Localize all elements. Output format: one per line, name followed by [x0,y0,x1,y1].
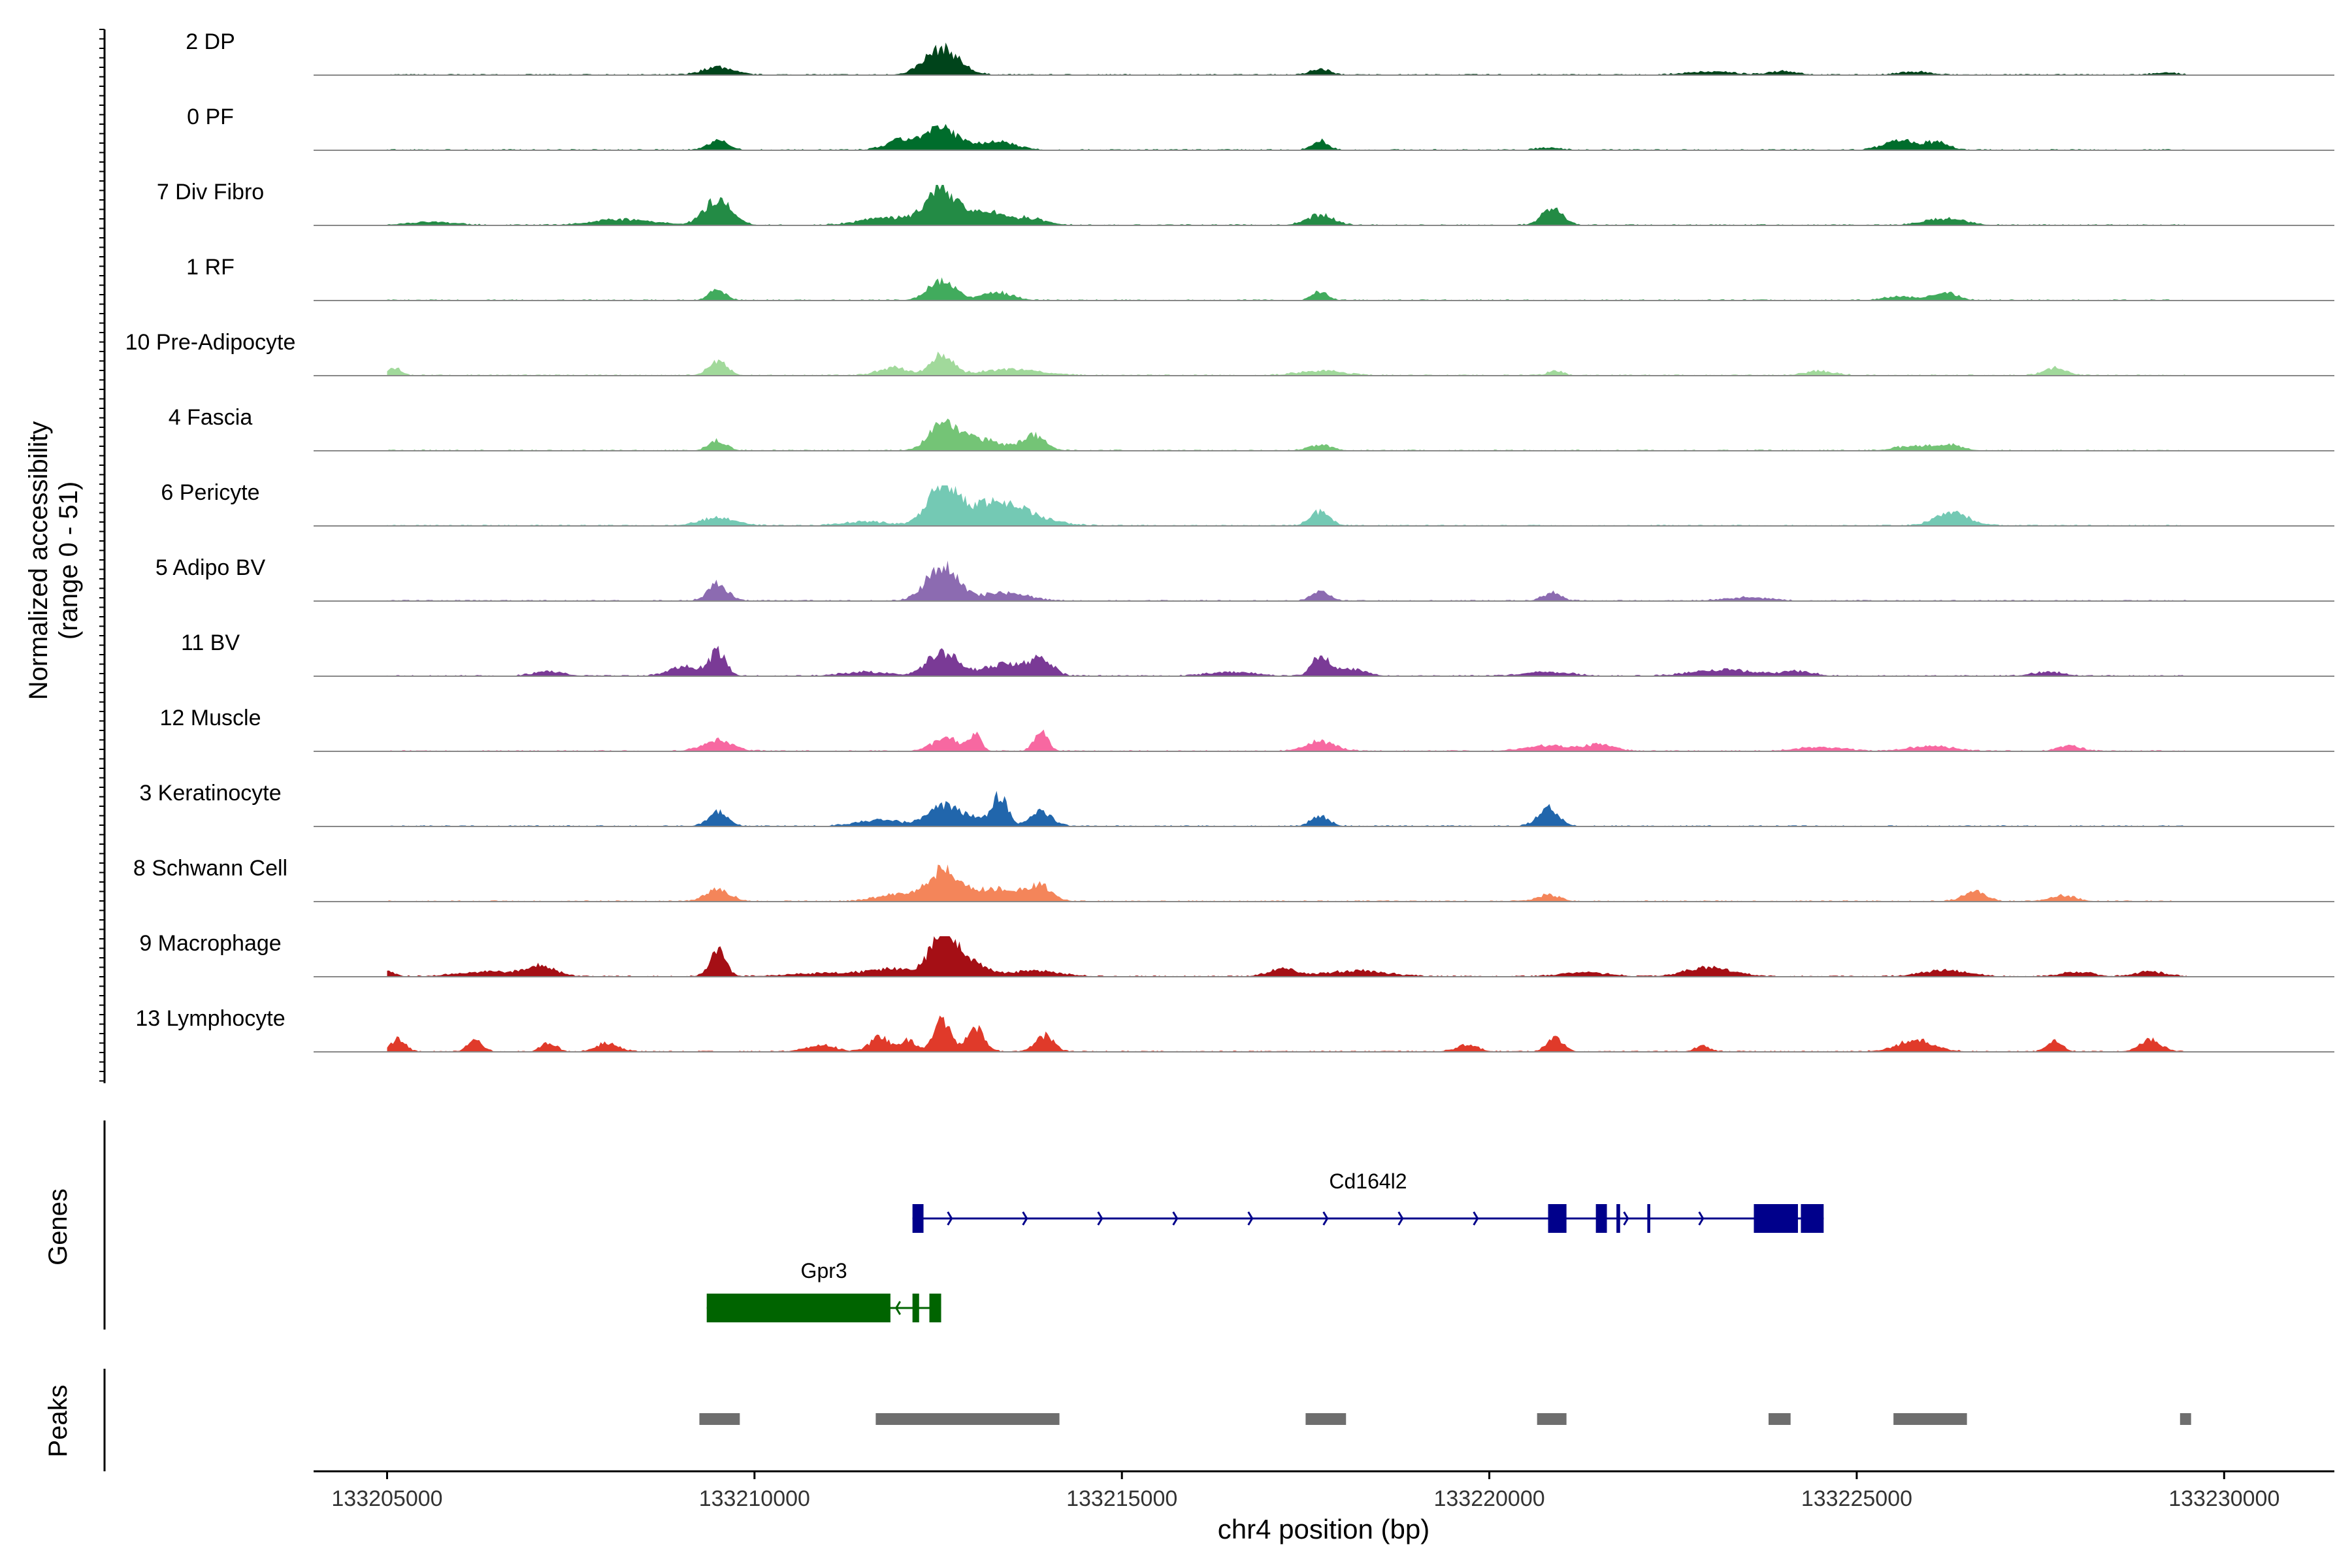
peak-regions-panel [699,1413,2191,1425]
strand-chevron [1473,1211,1479,1226]
gene-exon [1647,1204,1650,1233]
track-area [387,123,2188,150]
x-tick-label: 133220000 [1433,1486,1544,1511]
gene-name: Cd164l2 [1329,1169,1407,1193]
track-label: 13 Lymphocyte [135,1006,285,1031]
track-area [387,42,2188,75]
strand-chevron [1623,1211,1629,1226]
strand-chevron [1247,1211,1254,1226]
strand-chevron [894,1301,902,1315]
gene-exon [1548,1204,1567,1233]
track-area [387,561,2188,601]
x-tick-label: 133225000 [1801,1486,1912,1511]
strand-chevron [1698,1211,1705,1226]
strand-chevron [1022,1211,1028,1226]
strand-chevron [1322,1211,1329,1226]
gene-cd164l2: Cd164l2 [912,1169,1824,1233]
track-label: 3 Keratinocyte [139,781,281,806]
gene-gpr3: Gpr3 [706,1259,941,1322]
gene-exon [929,1294,941,1322]
track-label: 6 Pericyte [161,480,259,505]
strand-chevron [1097,1211,1103,1226]
peak-region [1537,1413,1567,1425]
peak-region [2180,1413,2191,1425]
track-area [387,351,2188,376]
track-label: 9 Macrophage [139,931,281,956]
gene-exon [912,1294,919,1322]
track-11: 3 Keratinocyte [139,781,2334,827]
track-13: 9 Macrophage [139,931,2334,977]
track-area [387,185,2188,225]
peak-region [1305,1413,1347,1425]
track-label: 2 DP [186,29,235,54]
track-2: 0 PF [187,105,2334,151]
track-3: 7 Div Fibro [157,180,2334,226]
track-8: 5 Adipo BV [155,555,2334,602]
track-1: 2 DP [186,29,2334,76]
track-14: 13 Lymphocyte [135,1006,2334,1053]
track-label: 11 BV [181,630,240,655]
track-9: 11 BV [181,630,2334,677]
track-label: 0 PF [187,105,234,129]
track-label: 7 Div Fibro [157,180,264,204]
strand-chevron [947,1211,953,1226]
gene-exon [1595,1204,1607,1233]
x-tick-label: 133210000 [699,1486,810,1511]
x-tick-label: 133205000 [331,1486,442,1511]
peak-region [699,1413,740,1425]
x-axis-label: chr4 position (bp) [1218,1514,1430,1544]
gene-exon [1801,1204,1824,1233]
x-tick-label: 133230000 [2168,1486,2279,1511]
gene-exon [912,1204,924,1233]
gene-exon [1616,1204,1620,1233]
track-area [387,936,2188,977]
track-area [387,277,2188,301]
gene-annotation-panel: Cd164l2 Gpr3 [706,1169,1824,1322]
y-axis-label: Normalized accessibility (range 0 - 51) [24,421,83,700]
track-7: 6 Pericyte [161,480,2334,527]
gene-name: Gpr3 [801,1259,847,1282]
track-4: 1 RF [186,255,2334,301]
track-label: 8 Schwann Cell [133,856,287,881]
peak-region [1893,1413,1967,1425]
peak-region [1768,1413,1791,1425]
track-label: 4 Fascia [169,405,253,430]
track-area [387,485,2188,526]
track-6: 4 Fascia [169,405,2334,451]
y-axis-label-line2: (range 0 - 51) [54,482,83,640]
track-12: 8 Schwann Cell [133,856,2334,902]
track-label: 5 Adipo BV [155,555,266,580]
track-5: 10 Pre-Adipocyte [125,330,2334,376]
track-10: 12 Muscle [160,706,2334,752]
strand-chevron [1397,1211,1404,1226]
track-label: 10 Pre-Adipocyte [125,330,296,355]
peak-region [875,1413,1060,1425]
track-label: 1 RF [186,255,235,280]
track-area [387,1015,2188,1052]
peaks-panel-label: Peaks [44,1384,73,1457]
y-axis-label-line1: Normalized accessibility [24,421,53,700]
track-area [387,864,2188,902]
x-axis: 133205000 133210000 133215000 133220000 1332… [331,1471,2279,1511]
track-area [387,645,2188,676]
track-label: 12 Muscle [160,706,261,730]
gene-exon [706,1294,890,1322]
accessibility-tracks: 2 DP 0 PF 7 Div Fibro 1 RF 10 Pre-Adipocyte 4… [125,29,2334,1053]
y-axis [99,29,106,1083]
x-tick-label: 133215000 [1066,1486,1177,1511]
gene-exon [1754,1204,1798,1233]
strand-chevron [1172,1211,1179,1226]
track-area [387,418,2188,451]
track-area [387,729,2188,751]
genes-panel-label: Genes [44,1188,73,1266]
track-area [387,791,2188,826]
